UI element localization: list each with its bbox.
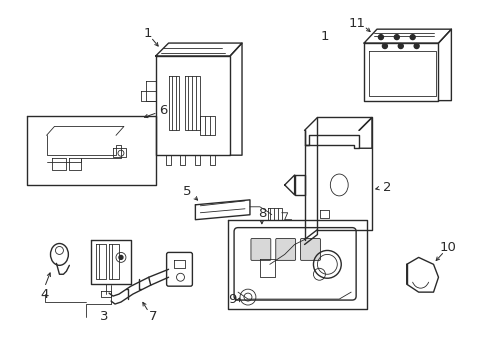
Text: 1: 1	[320, 30, 328, 42]
Text: 2: 2	[382, 181, 390, 194]
Text: 3: 3	[100, 310, 108, 323]
Text: 1: 1	[143, 27, 152, 40]
Circle shape	[382, 44, 386, 49]
Circle shape	[413, 44, 418, 49]
FancyBboxPatch shape	[166, 252, 192, 286]
Text: 11: 11	[348, 17, 365, 30]
FancyBboxPatch shape	[250, 239, 270, 260]
Text: 7: 7	[148, 310, 157, 323]
Text: 6: 6	[159, 104, 167, 117]
Circle shape	[119, 255, 122, 260]
Text: 9: 9	[227, 293, 236, 306]
Circle shape	[378, 35, 383, 40]
Circle shape	[409, 35, 414, 40]
Text: 10: 10	[439, 241, 456, 254]
Circle shape	[398, 44, 403, 49]
Circle shape	[393, 35, 399, 40]
Text: 8: 8	[257, 207, 265, 220]
FancyBboxPatch shape	[300, 239, 320, 260]
Text: 5: 5	[183, 185, 191, 198]
FancyBboxPatch shape	[275, 239, 295, 260]
Text: 4: 4	[41, 288, 49, 301]
FancyBboxPatch shape	[234, 228, 355, 300]
